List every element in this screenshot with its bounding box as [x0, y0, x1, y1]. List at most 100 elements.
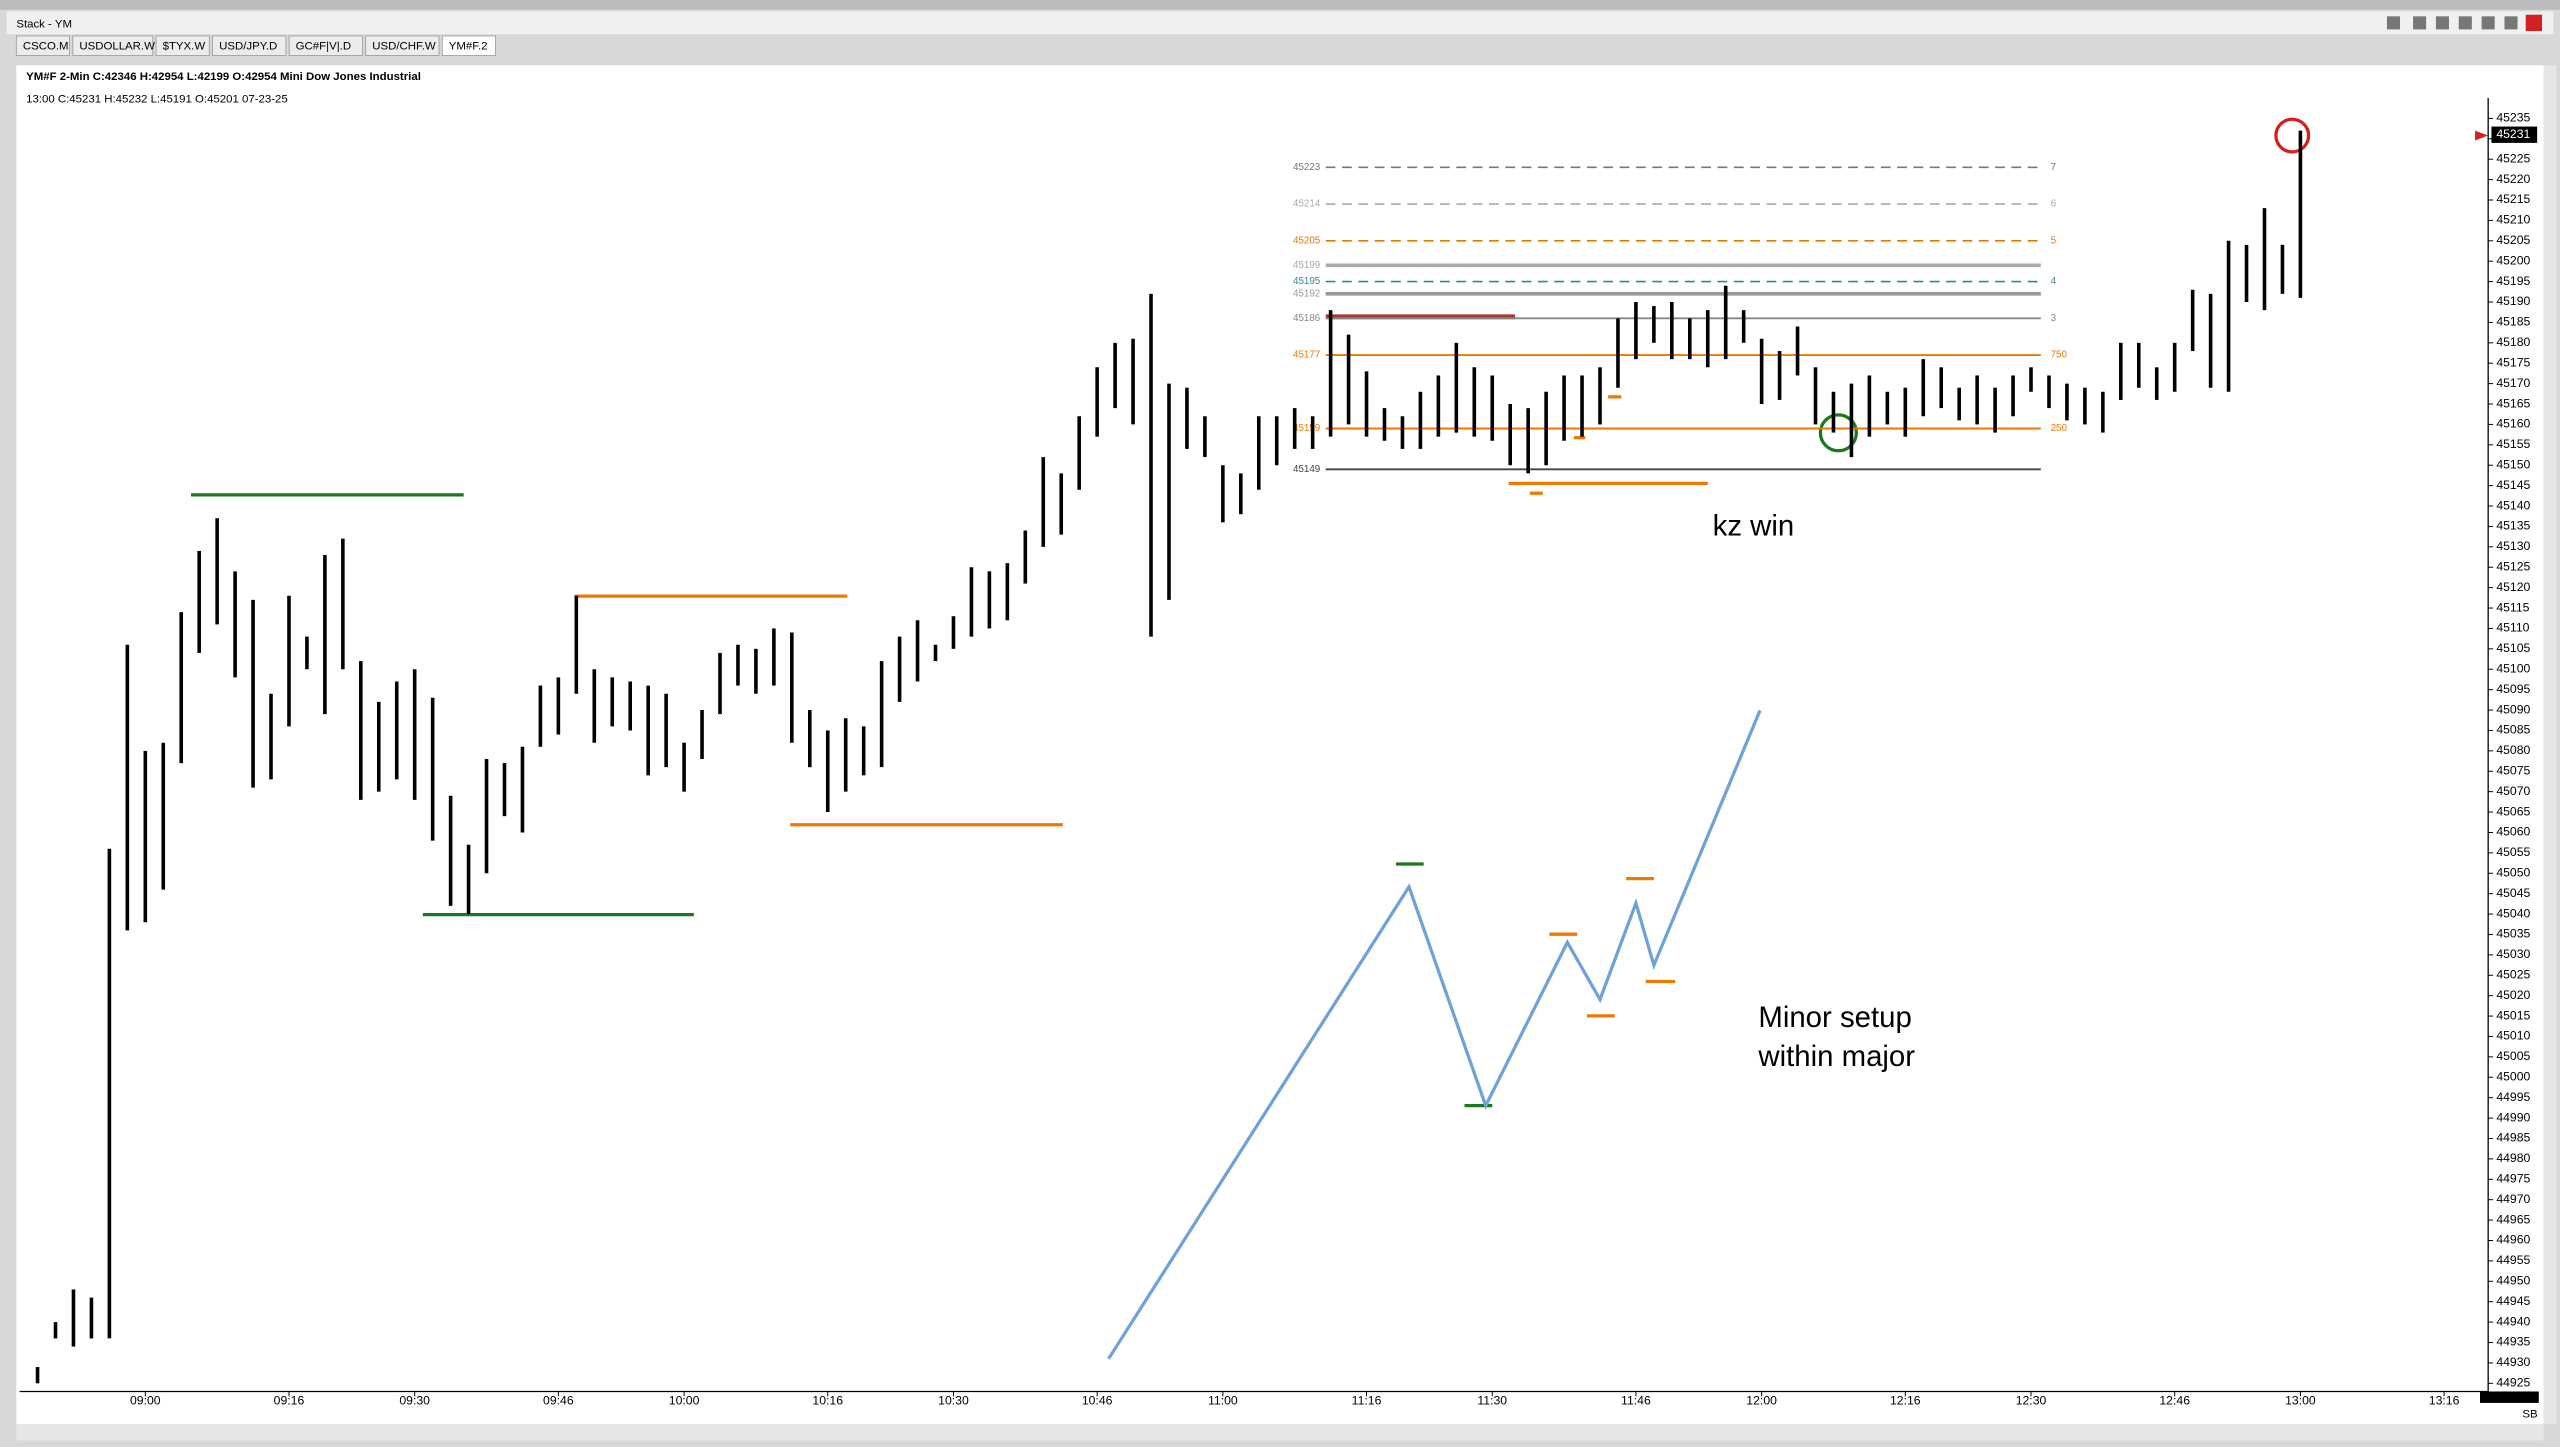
level-price: 45223	[1293, 162, 1321, 173]
level-tag: 3	[2051, 313, 2057, 324]
highlight-circle	[2274, 117, 2311, 154]
y-tick-label: 45070	[2496, 784, 2530, 798]
y-tick-label: 45170	[2496, 376, 2530, 390]
y-tick-label: 45065	[2496, 804, 2530, 818]
y-tick-label: 45155	[2496, 437, 2530, 451]
y-tick-label: 44935	[2496, 1335, 2530, 1349]
tab-label[interactable]: $TYX.W	[163, 41, 206, 53]
y-tick-label: 45235	[2496, 111, 2530, 125]
y-tick-label: 45100	[2496, 661, 2530, 675]
v-scrollbar[interactable]	[2543, 65, 2557, 1425]
x-tick-label: 09:30	[399, 1394, 430, 1408]
x-tick-label: 10:46	[1082, 1394, 1113, 1408]
y-tick-label: 45110	[2496, 621, 2529, 635]
x-tick-label: 12:46	[2159, 1394, 2190, 1408]
y-tick-label: 45025	[2496, 968, 2530, 982]
level-price: 45177	[1293, 350, 1320, 361]
tab-label[interactable]: USDOLLAR.W	[79, 41, 155, 53]
y-tick-label: 45185	[2496, 315, 2530, 329]
y-tick-label: 45140	[2496, 498, 2530, 512]
y-tick-label: 44975	[2496, 1172, 2530, 1186]
y-tick-label: 45060	[2496, 825, 2530, 839]
plot: 44925 44930 44935 44940 44945 44950 44955 44960…	[35, 111, 2538, 1408]
corner-label: SB	[2522, 1408, 2538, 1420]
y-tick-label: 45135	[2496, 519, 2530, 533]
level-price: 45192	[1293, 288, 1320, 299]
y-tick-label: 45220	[2496, 172, 2530, 186]
tab-label[interactable]: USD/CHF.W	[372, 41, 436, 53]
tab-label[interactable]: CSCO.M	[23, 41, 69, 53]
y-tick-label: 45205	[2496, 233, 2530, 247]
tab-label[interactable]: YM#F.2	[449, 41, 488, 53]
last-price-label: 45231	[2496, 127, 2530, 141]
btn-pin[interactable]	[2386, 16, 2400, 30]
y-tick-label: 45115	[2496, 600, 2529, 614]
y-tick-label: 45145	[2496, 478, 2530, 492]
last-price-box	[2491, 126, 2538, 143]
y-tick-label: 44945	[2496, 1294, 2530, 1308]
level-price: 45214	[1293, 199, 1321, 210]
tab[interactable]	[72, 35, 154, 56]
y-tick-label: 44965	[2496, 1212, 2530, 1226]
y-tick-label: 45020	[2496, 988, 2530, 1002]
btn-min[interactable]	[2458, 16, 2472, 30]
y-tick-label: 45050	[2496, 865, 2530, 879]
y-tick-label: 45200	[2496, 253, 2530, 267]
level-price: 45199	[1293, 260, 1320, 271]
y-tick-label: 45030	[2496, 947, 2530, 961]
y-tick-label: 45045	[2496, 886, 2530, 900]
tab[interactable]	[15, 35, 70, 56]
tab-label[interactable]: GC#F|V|.D	[296, 41, 351, 53]
y-tick-label: 45090	[2496, 702, 2530, 716]
title-bar	[6, 11, 2554, 35]
y-tick-label: 45055	[2496, 845, 2530, 859]
symbol-line: YM#F 2-Min C:42346 H:42954 L:42199 O:429…	[26, 71, 421, 83]
level-price: 45159	[1293, 423, 1320, 434]
btn-restore[interactable]	[2504, 16, 2518, 30]
tab[interactable]	[212, 35, 287, 56]
tab[interactable]	[155, 35, 210, 56]
h-scrollbar[interactable]	[16, 1424, 2544, 1441]
btn-max[interactable]	[2481, 16, 2495, 30]
x-tick-label: 09:16	[274, 1394, 305, 1408]
tab-label[interactable]: USD/JPY.D	[219, 41, 277, 53]
level-tag: 250	[2051, 423, 2068, 434]
y-tick-label: 45010	[2496, 1029, 2530, 1043]
y-tick-label: 44955	[2496, 1253, 2530, 1267]
annotation: Minor setup	[1758, 1001, 1911, 1034]
tab[interactable]	[441, 35, 496, 56]
level-price: 45195	[1293, 276, 1321, 287]
level-tag: 6	[2051, 199, 2057, 210]
level-tag: 4	[2051, 276, 2057, 287]
x-tick-label: 10:00	[669, 1394, 700, 1408]
level-tag: 7	[2051, 162, 2056, 173]
btn-close[interactable]	[2525, 14, 2543, 32]
y-tick-label: 44985	[2496, 1131, 2530, 1145]
y-tick-label: 45080	[2496, 743, 2530, 757]
annotation: kz win	[1713, 509, 1795, 542]
y-tick-label: 45015	[2496, 1008, 2530, 1022]
y-tick-label: 44995	[2496, 1090, 2530, 1104]
y-tick-label: 45210	[2496, 213, 2530, 227]
btn-help[interactable]	[2413, 16, 2427, 30]
y-tick-label: 45180	[2496, 335, 2530, 349]
y-tick-label: 45175	[2496, 355, 2530, 369]
y-tick-label: 45215	[2496, 192, 2530, 206]
y-tick-label: 45000	[2496, 1070, 2530, 1084]
window-buttons[interactable]	[2386, 14, 2543, 32]
x-tick-label: 11:46	[1621, 1394, 1651, 1408]
tab[interactable]	[365, 35, 440, 56]
frame-top	[0, 0, 2560, 10]
y-tick-label: 44950	[2496, 1274, 2530, 1288]
y-tick-label: 45120	[2496, 580, 2530, 594]
y-tick-label: 44940	[2496, 1314, 2530, 1328]
y-tick-label: 45005	[2496, 1049, 2530, 1063]
tab[interactable]	[288, 35, 363, 56]
btn-link[interactable]	[2435, 16, 2449, 30]
y-tick-label: 45125	[2496, 559, 2530, 573]
y-tick-label: 44990	[2496, 1110, 2530, 1124]
y-tick-label: 45040	[2496, 906, 2530, 920]
highlight-circle	[1818, 413, 1858, 453]
y-tick-label: 45035	[2496, 927, 2530, 941]
y-tick-label: 45165	[2496, 396, 2530, 410]
